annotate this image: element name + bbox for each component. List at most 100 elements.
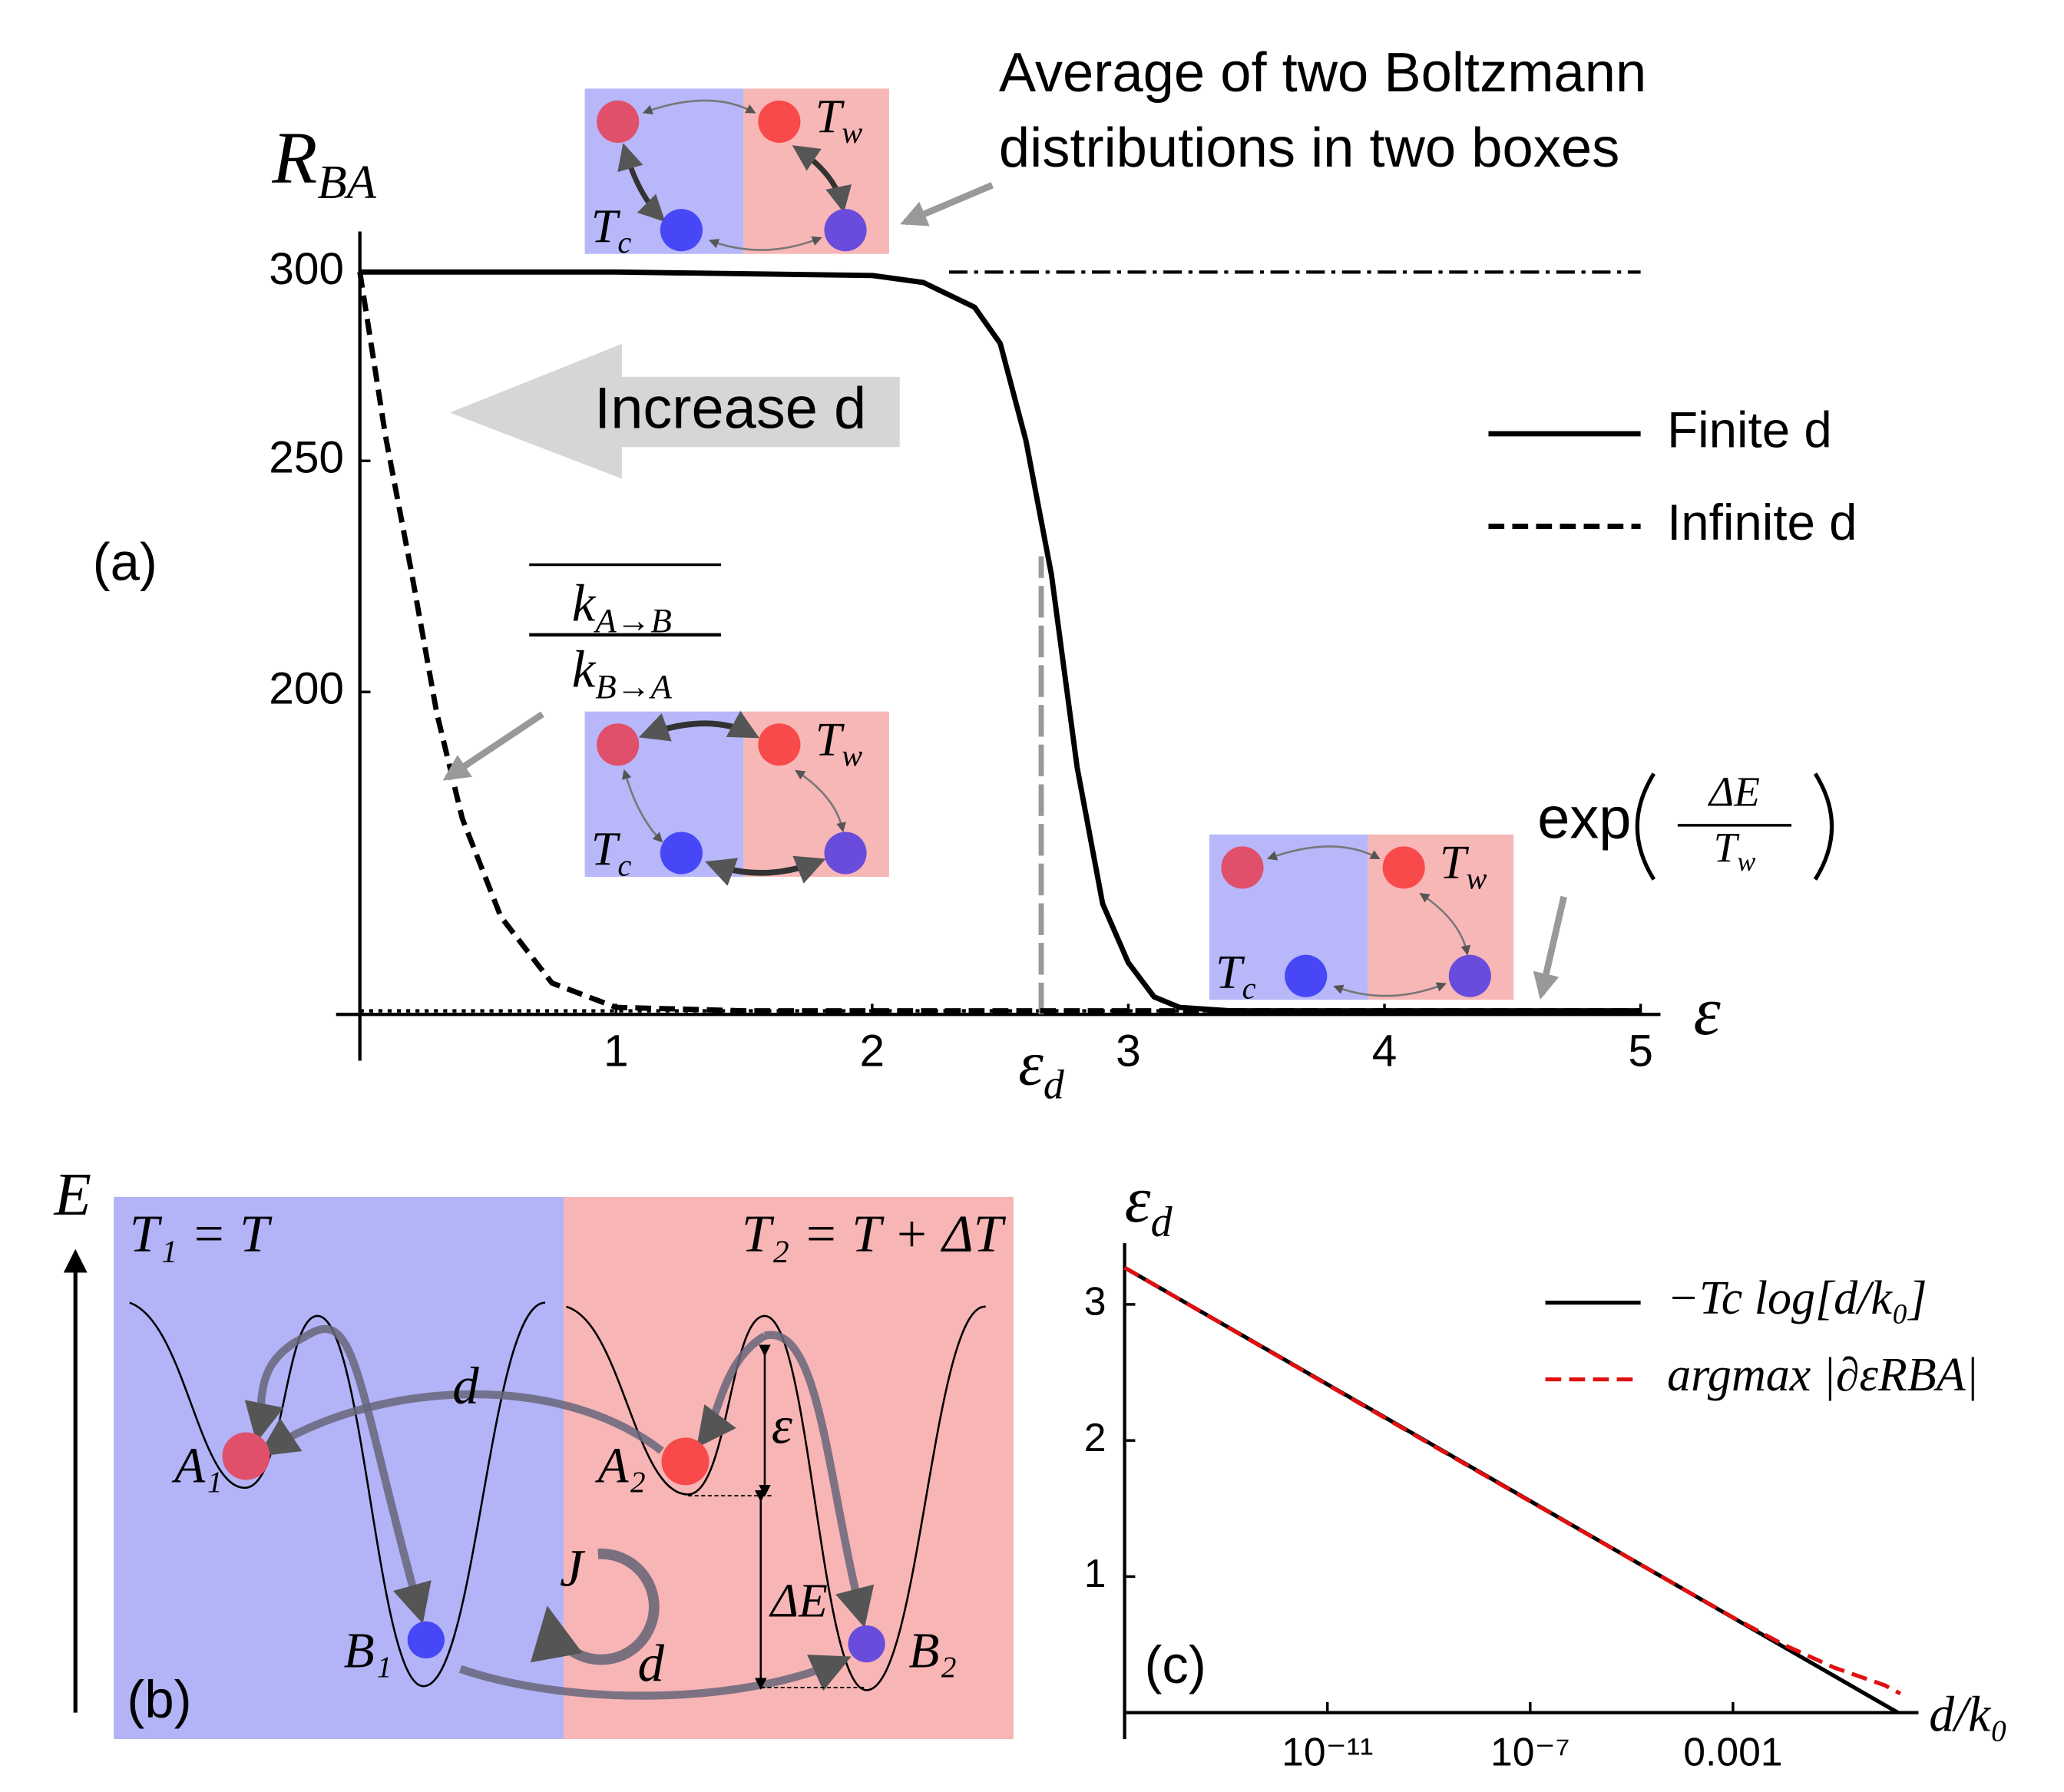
transition-arrow xyxy=(304,1324,432,1624)
y-axis-label-base: ε xyxy=(1125,1162,1151,1236)
epsilon-d-label-sub: d xyxy=(1044,1062,1064,1108)
inset-cold-label-base: T xyxy=(591,201,621,253)
x-tick-label: 0.001 xyxy=(1683,1729,1782,1774)
panel-label: (a) xyxy=(93,532,157,591)
inset-cold-label-base: T xyxy=(591,824,621,876)
state-b1 xyxy=(660,209,703,252)
increase-label: Increase d xyxy=(594,375,866,441)
paren-right xyxy=(1813,772,1834,881)
legend-label: Finite d xyxy=(1667,402,1832,458)
inset-cold-label-base: T xyxy=(1216,947,1245,999)
inset-warm-label: Tw xyxy=(815,714,863,773)
inset-cold-label: Tc xyxy=(591,824,632,883)
barrier-label: ε xyxy=(772,1397,793,1455)
series-line xyxy=(357,271,1641,1013)
inset-arrow xyxy=(638,710,759,742)
y-tick-label: 2 xyxy=(1084,1415,1106,1460)
state-b1 xyxy=(660,832,703,875)
y-tick-label: 1 xyxy=(1084,1551,1106,1595)
x-tick-label: 4 xyxy=(1372,1026,1398,1076)
y-tick-label: 300 xyxy=(269,244,344,294)
state-a2 xyxy=(758,723,801,766)
exp-numerator: ΔE xyxy=(1708,769,1760,815)
ratio-numerator-base: k xyxy=(572,574,597,632)
x-tick-label: 10⁻⁷ xyxy=(1490,1729,1570,1774)
y-tick-label: 3 xyxy=(1084,1279,1106,1324)
exp-label: exp xyxy=(1537,785,1631,851)
inset-arrow xyxy=(795,769,846,833)
ratio-denominator: kB→A xyxy=(572,640,673,706)
x-tick-label: 1 xyxy=(604,1026,629,1076)
transition-arrow xyxy=(763,1331,875,1628)
inset-cold-label: Tc xyxy=(1216,947,1256,1006)
annotation-arrow xyxy=(900,182,994,226)
x-tick-label: 2 xyxy=(860,1026,885,1076)
x-tick-label: 5 xyxy=(1628,1026,1653,1076)
exp-denominator: Tw xyxy=(1714,824,1756,877)
exp-denominator-base: T xyxy=(1714,824,1740,871)
state-label: B₂ xyxy=(908,1624,957,1679)
y-tick-label: 200 xyxy=(269,664,344,714)
y-axis-label: RBA xyxy=(271,116,376,209)
panel-label: (c) xyxy=(1144,1635,1206,1694)
legend-label: −Tc log[d/k₀] xyxy=(1667,1272,1927,1324)
legend-label: argmax |∂εRBA| xyxy=(1667,1349,1979,1401)
right-potential xyxy=(566,1305,986,1691)
inset-warm-label: Tw xyxy=(815,91,863,150)
state-b2 xyxy=(824,832,867,875)
panel-label: (b) xyxy=(127,1670,191,1729)
state-b2 xyxy=(848,1625,885,1663)
coupling-arrow xyxy=(458,1655,852,1700)
y-axis-label-sub: BA xyxy=(317,156,376,210)
state-a2 xyxy=(758,100,801,144)
paren-left xyxy=(1635,772,1656,881)
y-axis-label-base: R xyxy=(271,116,317,198)
state-a2 xyxy=(1382,846,1425,889)
series-line xyxy=(1123,1265,1902,1696)
annotation-arrow xyxy=(1533,895,1567,1000)
ratio-numerator: kA→B xyxy=(572,574,672,640)
energy-label: E xyxy=(54,1161,91,1228)
boltzmann-note: distributions in two boxes xyxy=(999,117,1619,179)
ratio-denominator-sub: B→A xyxy=(595,667,672,706)
inset-cold-label-sub: c xyxy=(617,225,631,260)
x-axis-label: d/k₀ xyxy=(1929,1687,2008,1742)
legend-label: Infinite d xyxy=(1667,494,1857,550)
state-label: A₂ xyxy=(594,1438,646,1493)
exp-denominator-sub: w xyxy=(1737,846,1755,877)
epsilon-d-label: εd xyxy=(1018,1028,1064,1108)
inset-arrow xyxy=(617,143,666,223)
inset-cold-label: Tc xyxy=(591,201,632,260)
state-a1 xyxy=(222,1432,270,1480)
epsilon-d-label-base: ε xyxy=(1018,1028,1044,1099)
y-axis-label: εd xyxy=(1125,1162,1173,1246)
ratio-denominator-base: k xyxy=(572,640,597,698)
inset-warm-label-sub: w xyxy=(842,739,862,773)
series-line xyxy=(359,269,1641,1013)
rate-label: d xyxy=(638,1635,665,1693)
state-a1 xyxy=(1221,846,1264,889)
inset-warm-label-sub: w xyxy=(1467,861,1487,896)
boltzmann-note: Average of two Boltzmann xyxy=(999,42,1646,104)
x-tick-label: 3 xyxy=(1116,1026,1141,1076)
inset-warm-label-sub: w xyxy=(842,115,862,150)
right-temp: T₂ = T + ΔT xyxy=(742,1205,1007,1263)
left-potential xyxy=(129,1301,546,1688)
x-tick-label: 10⁻¹¹ xyxy=(1282,1729,1373,1774)
state-a1 xyxy=(597,723,640,766)
left-temp: T₁ = T xyxy=(130,1205,273,1263)
state-label: A₁ xyxy=(171,1438,223,1493)
inset-warm-label-base: T xyxy=(1440,837,1470,889)
inset-warm-label-base: T xyxy=(815,91,845,144)
inset-arrow xyxy=(642,99,756,114)
state-a2 xyxy=(661,1437,710,1486)
transition-arrow xyxy=(696,1332,767,1448)
current-arrow xyxy=(531,1548,660,1665)
inset-arrow xyxy=(1333,982,1447,997)
inset-arrow xyxy=(705,855,826,886)
x-axis-label: ε xyxy=(1694,974,1722,1050)
y-axis-label-sub: d xyxy=(1151,1199,1173,1246)
rate-label: d xyxy=(452,1357,479,1415)
gap-label: ΔE xyxy=(769,1575,828,1627)
